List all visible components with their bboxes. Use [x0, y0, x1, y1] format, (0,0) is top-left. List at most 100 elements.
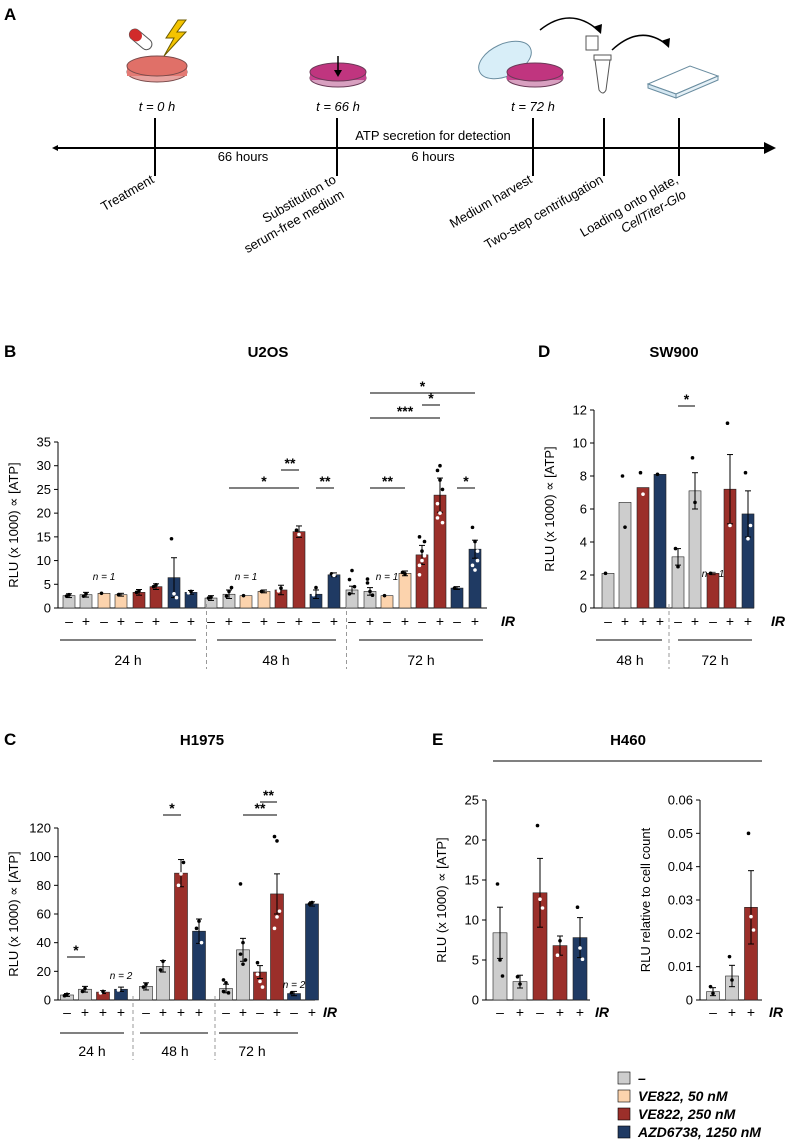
legend-swatch	[617, 1125, 631, 1139]
data-point	[181, 860, 186, 865]
data-point	[332, 573, 336, 578]
data-point	[558, 939, 562, 943]
group-label: 48 h	[161, 1043, 188, 1059]
group-label: 72 h	[238, 1043, 265, 1059]
data-point	[435, 468, 440, 473]
curved-arrow-icon	[539, 17, 599, 31]
y-tick-label: 15	[37, 529, 51, 544]
y-tick-label: 25	[465, 793, 479, 808]
data-point	[435, 501, 440, 506]
data-point	[498, 958, 502, 962]
significance-label: **	[255, 800, 266, 816]
data-point	[179, 872, 183, 876]
ir-sign: +	[187, 613, 195, 629]
bar	[292, 531, 306, 609]
data-point	[475, 549, 480, 553]
step-label: Treatment	[98, 171, 157, 214]
data-point	[209, 595, 213, 599]
y-tick-label: 120	[29, 821, 51, 836]
ir-label: IR	[323, 1004, 338, 1020]
data-point	[221, 989, 226, 994]
ir-sign: +	[308, 1004, 316, 1020]
data-point	[748, 523, 753, 528]
ir-sign: –	[135, 613, 143, 629]
chart-h460-relative: 0 0.01 0.02 0.03 0.04 0.05 0.06 RLU relative to…	[638, 793, 784, 1021]
data-point	[538, 897, 542, 901]
ir-sign: +	[82, 613, 90, 629]
y-tick-label: 0.02	[668, 926, 693, 941]
data-point	[518, 982, 522, 986]
data-point	[365, 577, 370, 581]
ir-sign: +	[225, 613, 233, 629]
data-point	[440, 520, 445, 525]
significance-label: *	[463, 473, 469, 489]
y-tick-label: 60	[37, 907, 51, 922]
petri-dish-icon	[126, 55, 188, 83]
y-tick-label: 10	[573, 436, 587, 451]
bar	[601, 573, 615, 609]
data-point	[540, 906, 545, 910]
y-tick-label: 0	[472, 993, 479, 1008]
panel-a: A	[4, 5, 776, 256]
ir-sign: +	[471, 613, 479, 629]
data-point	[141, 985, 146, 989]
ir-sign: –	[256, 1004, 264, 1020]
bar	[653, 474, 667, 609]
ir-sign: –	[674, 613, 682, 629]
panel-d-title: SW900	[649, 344, 698, 361]
bar	[450, 587, 464, 609]
panel-c-title: H1975	[180, 732, 224, 749]
data-point	[743, 470, 748, 475]
ir-sign: –	[63, 1004, 71, 1020]
data-point	[470, 563, 475, 568]
ir-sign: –	[418, 613, 426, 629]
data-point	[241, 962, 245, 966]
n-annotation: n = 1	[93, 572, 116, 583]
data-point	[403, 572, 407, 576]
significance-label: *	[428, 390, 434, 406]
ir-sign: –	[383, 613, 391, 629]
ir-sign: +	[152, 613, 160, 629]
data-point	[350, 568, 354, 573]
data-point	[277, 909, 282, 913]
y-axis-title: RLU relative to cell count	[638, 827, 653, 972]
legend-swatch	[617, 1107, 631, 1121]
data-point	[189, 589, 193, 594]
ir-sign: +	[576, 1004, 584, 1020]
y-tick-label: 25	[37, 482, 51, 497]
data-point	[347, 577, 352, 582]
data-point	[241, 940, 245, 945]
data-point	[535, 823, 540, 828]
bar	[97, 592, 111, 609]
tube-icon	[585, 35, 612, 94]
ir-sign: –	[496, 1004, 504, 1020]
y-tick-label: 80	[37, 878, 51, 893]
ir-sign: –	[312, 613, 320, 629]
significance-label: *	[169, 800, 175, 816]
significance-label: **	[382, 473, 393, 489]
y-tick-label: 0	[44, 993, 51, 1008]
legend: – VE822, 50 nM VE822, 250 nM AZD6738, 12…	[617, 1070, 761, 1140]
ir-sign: +	[260, 613, 268, 629]
data-point	[275, 839, 279, 843]
data-point	[422, 554, 427, 558]
ir-sign: –	[290, 1004, 298, 1020]
y-tick-label: 0.05	[668, 826, 693, 841]
data-point	[473, 539, 477, 544]
data-point	[272, 834, 277, 839]
significance-label: ***	[397, 403, 414, 419]
panel-b-title: U2OS	[248, 344, 289, 361]
significance-label: *	[73, 942, 79, 958]
ir-sign: +	[195, 1004, 203, 1020]
data-point	[169, 536, 174, 541]
data-point	[238, 952, 243, 956]
data-point	[417, 535, 422, 539]
group-label: 48 h	[262, 652, 289, 668]
y-tick-label: 8	[580, 469, 587, 484]
ir-sign: +	[436, 613, 444, 629]
ir-sign: +	[330, 613, 338, 629]
data-point	[255, 972, 260, 976]
